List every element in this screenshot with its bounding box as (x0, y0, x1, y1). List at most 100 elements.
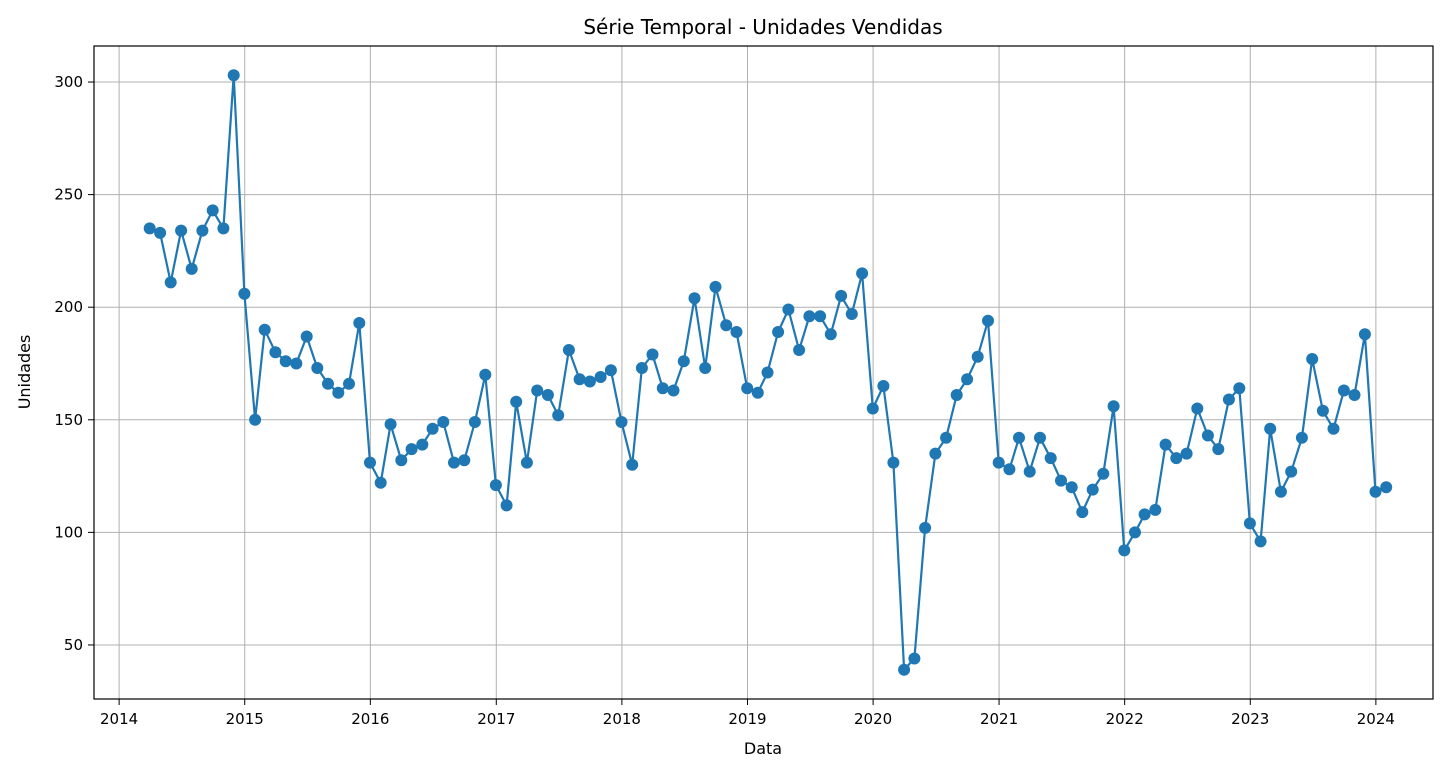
data-point (1044, 452, 1057, 465)
data-point (279, 355, 292, 368)
data-point (929, 447, 942, 460)
data-point (1222, 393, 1235, 406)
data-point (269, 346, 282, 359)
x-axis-title: Data (744, 739, 782, 758)
data-point (1264, 422, 1277, 435)
data-point (290, 357, 303, 370)
data-point (384, 418, 397, 431)
data-point (646, 348, 659, 361)
data-point (258, 323, 271, 336)
data-point (677, 355, 690, 368)
y-tick-label: 250 (54, 186, 83, 204)
data-point (741, 382, 754, 395)
data-point (615, 416, 628, 428)
x-tick-label: 2022 (1106, 710, 1144, 728)
data-point (971, 350, 984, 363)
data-point (227, 69, 240, 82)
data-point (1316, 404, 1329, 417)
data-point (489, 479, 502, 492)
data-point (730, 326, 743, 338)
data-point (154, 226, 167, 239)
data-point (761, 366, 774, 379)
data-point (1243, 517, 1256, 530)
data-point (887, 456, 900, 469)
data-point (751, 386, 764, 399)
data-point (1107, 400, 1120, 413)
data-point (1201, 429, 1214, 442)
data-point (531, 384, 544, 397)
data-point (1180, 447, 1193, 460)
data-point (332, 386, 345, 399)
data-point (803, 310, 816, 323)
data-point (458, 454, 471, 467)
x-tick-label: 2024 (1357, 710, 1395, 728)
x-tick-label: 2023 (1231, 710, 1269, 728)
y-tick-label: 150 (54, 411, 83, 429)
data-point (143, 222, 156, 235)
data-point (1254, 535, 1267, 548)
data-point (1369, 485, 1382, 498)
data-point (541, 389, 554, 401)
x-axis: 2014 2015 2016 2017 2018 2019 2020 2021 2022 2023… (100, 699, 1395, 728)
data-point (583, 375, 596, 388)
data-point (468, 416, 481, 428)
data-point (898, 663, 911, 676)
data-point (1295, 431, 1308, 444)
data-point (1003, 463, 1016, 476)
data-point (573, 373, 586, 386)
x-tick-label: 2017 (477, 710, 515, 728)
data-point (510, 395, 523, 408)
data-point (814, 310, 827, 323)
data-point (164, 276, 177, 289)
plot-frame (93, 45, 1434, 700)
data-point (720, 319, 733, 332)
data-point (709, 280, 722, 293)
data-point (1138, 508, 1151, 521)
data-point (604, 364, 617, 377)
data-point (940, 431, 953, 444)
data-point (520, 456, 533, 469)
y-axis: 50 100 150 200 250 300 (54, 73, 94, 654)
data-point (374, 476, 387, 489)
x-tick-label: 2015 (226, 710, 264, 728)
data-point (1086, 483, 1099, 496)
data-point (1076, 506, 1089, 519)
data-point (856, 267, 869, 280)
y-axis-title: Unidades (15, 335, 34, 410)
data-point (688, 292, 701, 305)
data-point (824, 328, 837, 341)
data-point (1159, 438, 1172, 451)
data-point (699, 362, 712, 374)
data-point (782, 303, 795, 316)
data-point (1023, 465, 1036, 478)
data-point (175, 224, 188, 237)
data-point (626, 458, 639, 471)
x-tick-label: 2016 (351, 710, 389, 728)
y-tick-label: 300 (54, 73, 83, 91)
data-point (322, 377, 334, 390)
chart-title: Série Temporal - Unidades Vendidas (583, 15, 942, 39)
data-point (1380, 481, 1393, 494)
data-point (185, 262, 198, 275)
data-point (416, 438, 429, 451)
data-point (1285, 465, 1298, 478)
data-point (426, 422, 439, 435)
data-point (908, 652, 921, 665)
data-point (961, 373, 974, 386)
data-point (552, 409, 565, 422)
data-point (667, 384, 680, 397)
data-point (1065, 481, 1078, 494)
data-point (196, 224, 209, 237)
data-point (1306, 353, 1319, 365)
grid-lines (94, 46, 1433, 699)
data-point (982, 314, 994, 327)
data-point (594, 371, 607, 383)
data-point (448, 456, 460, 469)
data-point (364, 456, 376, 469)
data-series (143, 69, 1393, 676)
data-point (1034, 431, 1046, 444)
data-point (500, 499, 513, 512)
data-point (217, 222, 230, 235)
